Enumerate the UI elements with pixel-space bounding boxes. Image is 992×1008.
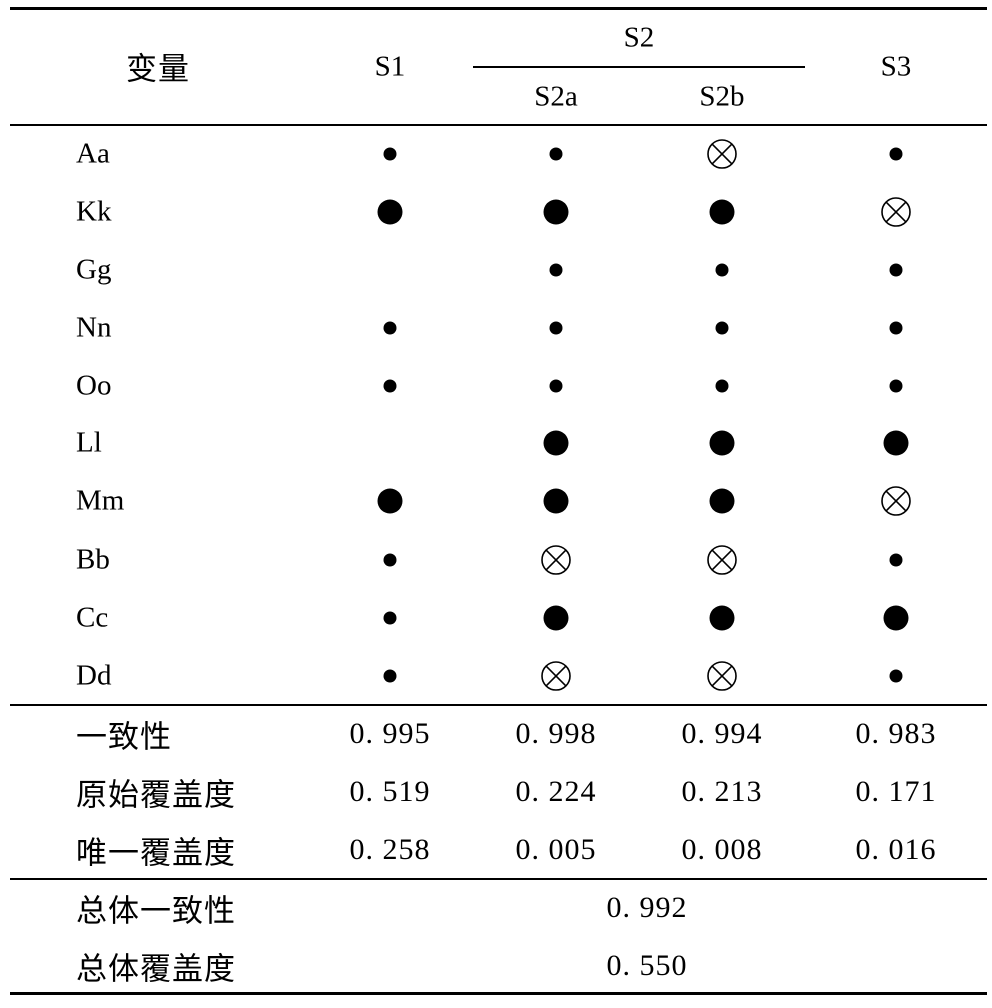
bottom-rule <box>10 992 987 995</box>
large-dot-icon <box>543 430 569 456</box>
metric-value: 0. 258 <box>349 833 431 866</box>
small-dot-icon <box>383 147 397 161</box>
large-dot-icon <box>883 605 909 631</box>
header-bottom-rule <box>10 124 987 126</box>
metric-value: 0. 983 <box>855 717 937 750</box>
metric-value: 0. 016 <box>855 833 937 866</box>
large-dot-icon <box>543 199 569 225</box>
circled-x-icon <box>881 197 911 227</box>
metric-value: 0. 008 <box>681 833 763 866</box>
overall-value-consistency: 0. 992 <box>606 891 688 924</box>
large-dot-icon <box>883 430 909 456</box>
metric-label-consistency: 一致性 <box>76 719 172 755</box>
small-dot-icon <box>715 379 729 393</box>
row-label: Ll <box>76 426 102 459</box>
header-s3: S3 <box>880 50 912 83</box>
row-label: Nn <box>76 311 112 344</box>
large-dot-icon <box>709 605 735 631</box>
small-dot-icon <box>383 669 397 683</box>
small-dot-icon <box>383 553 397 567</box>
metric-value: 0. 998 <box>515 717 597 750</box>
overall-label-consistency: 总体一致性 <box>76 893 236 929</box>
small-dot-icon <box>889 263 903 277</box>
circled-x-icon <box>707 545 737 575</box>
metric-value: 0. 213 <box>681 775 763 808</box>
metric-value: 0. 995 <box>349 717 431 750</box>
small-dot-icon <box>383 611 397 625</box>
header-s2a: S2a <box>534 80 578 113</box>
row-label: Bb <box>76 543 110 576</box>
small-dot-icon <box>889 321 903 335</box>
small-dot-icon <box>889 553 903 567</box>
row-label: Gg <box>76 253 112 286</box>
metric-value: 0. 519 <box>349 775 431 808</box>
large-dot-icon <box>709 430 735 456</box>
small-dot-icon <box>549 263 563 277</box>
row-label: Mm <box>76 484 125 517</box>
small-dot-icon <box>549 379 563 393</box>
circled-x-icon <box>707 139 737 169</box>
circled-x-icon <box>541 545 571 575</box>
row-label: Oo <box>76 369 112 402</box>
small-dot-icon <box>889 379 903 393</box>
large-dot-icon <box>377 488 403 514</box>
small-dot-icon <box>715 321 729 335</box>
overall-value-coverage: 0. 550 <box>606 949 688 982</box>
small-dot-icon <box>383 379 397 393</box>
overall-label-coverage: 总体覆盖度 <box>76 951 236 987</box>
small-dot-icon <box>549 321 563 335</box>
header-variable: 变量 <box>126 51 190 87</box>
metric-label-unique-coverage: 唯一覆盖度 <box>76 835 236 871</box>
small-dot-icon <box>383 321 397 335</box>
circled-x-icon <box>707 661 737 691</box>
top-rule <box>10 7 987 10</box>
small-dot-icon <box>889 147 903 161</box>
large-dot-icon <box>543 605 569 631</box>
metric-value: 0. 005 <box>515 833 597 866</box>
overall-rule <box>10 878 987 880</box>
s2-span-rule <box>473 66 805 68</box>
metric-value: 0. 171 <box>855 775 937 808</box>
row-label: Kk <box>76 195 112 228</box>
metric-value: 0. 224 <box>515 775 597 808</box>
circled-x-icon <box>881 486 911 516</box>
metric-label-raw-coverage: 原始覆盖度 <box>76 777 236 813</box>
circled-x-icon <box>541 661 571 691</box>
header-s2b: S2b <box>699 80 745 113</box>
large-dot-icon <box>709 199 735 225</box>
metric-value: 0. 994 <box>681 717 763 750</box>
row-label: Cc <box>76 601 109 634</box>
row-label: Aa <box>76 137 110 170</box>
large-dot-icon <box>377 199 403 225</box>
header-s2: S2 <box>623 21 655 54</box>
large-dot-icon <box>709 488 735 514</box>
small-dot-icon <box>549 147 563 161</box>
header-s1: S1 <box>374 50 406 83</box>
mid-rule <box>10 704 987 706</box>
row-label: Dd <box>76 659 112 692</box>
large-dot-icon <box>543 488 569 514</box>
small-dot-icon <box>715 263 729 277</box>
small-dot-icon <box>889 669 903 683</box>
